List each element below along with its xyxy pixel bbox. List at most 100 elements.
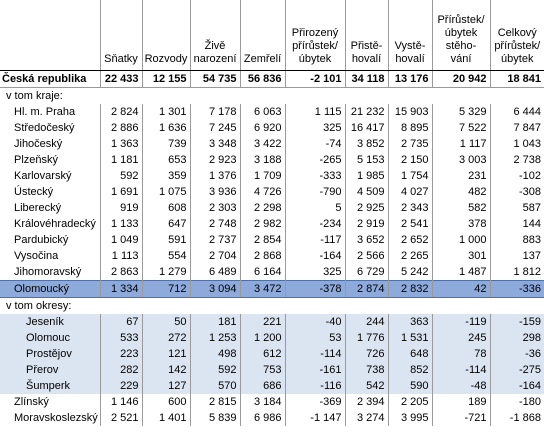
cell: 8 895: [387, 120, 432, 136]
cell: -2 101: [284, 70, 345, 88]
cell: -114: [284, 346, 345, 362]
cell: 6 920: [239, 120, 285, 136]
cell: 231: [431, 168, 490, 184]
cell: 363: [387, 314, 432, 330]
cell: 2 748: [189, 216, 240, 232]
cell: 592: [189, 362, 240, 378]
cell: -1 147: [284, 410, 345, 426]
cell: 1 487: [431, 264, 490, 281]
cell: 5: [284, 200, 345, 216]
cell: 1 146: [99, 394, 142, 410]
row-label: Karlovarský: [14, 170, 72, 182]
cell: 1 279: [141, 264, 190, 281]
row-label: Hl. m. Praha: [14, 106, 76, 118]
cell: 3 995: [387, 410, 432, 426]
cell: -234: [284, 216, 345, 232]
cell: -265: [284, 152, 345, 168]
cell: 189: [431, 394, 490, 410]
cell: 6 489: [189, 264, 240, 281]
column-header: Přírůstek/ úbytek stěho- vání: [431, 0, 490, 71]
cell: 15 903: [387, 104, 432, 120]
cell: 570: [189, 378, 240, 394]
cell: 1 754: [387, 168, 432, 184]
cell: -36: [489, 346, 544, 362]
row-label: Jihomoravský: [14, 266, 82, 278]
row-label: Liberecký: [14, 202, 62, 214]
cell: 2 394: [344, 394, 388, 410]
cell: 3 422: [239, 136, 285, 152]
cell: 498: [189, 346, 240, 362]
table-row: Česká republika 22 433 12 155 54 735 56 836-…: [0, 70, 544, 88]
cell: 282: [99, 362, 142, 378]
cell: 78: [431, 346, 490, 362]
cell: 2 735: [387, 136, 432, 152]
cell: 1 117: [431, 136, 490, 152]
cell: 1 200: [239, 330, 285, 346]
cell: -74: [284, 136, 345, 152]
cell: 42: [431, 280, 490, 298]
cell: 2 704: [189, 248, 240, 264]
cell: 2 298: [239, 200, 285, 216]
cell: 3 936: [189, 184, 240, 200]
cell: 18 841: [489, 70, 544, 88]
table-row: Pardubický 1 049 591 2 737 2 854 -117 3 652 2 6…: [0, 232, 544, 248]
column-header: Celkový přírůstek/ úbytek: [489, 0, 544, 71]
cell: 1 043: [489, 136, 544, 152]
cell: 325: [284, 264, 345, 281]
cell: 726: [344, 346, 388, 362]
table-row: Přerov 282 142 592 753 -161 738 852 -114 -275: [0, 362, 544, 378]
cell: -159: [489, 314, 544, 330]
cell: 753: [239, 362, 285, 378]
table-body: Česká republika 22 433 12 155 54 735 56 836-…: [0, 70, 544, 426]
cell: 2 854: [239, 232, 285, 248]
cell: -164: [489, 378, 544, 394]
table-row: Liberecký 919 608 2 303 2 298 5 2 925 2 343 582 5…: [0, 200, 544, 216]
cell: 12 155: [141, 70, 190, 88]
row-label: Moravskoslezský: [14, 412, 98, 424]
cell: 1 709: [239, 168, 285, 184]
cell: 582: [431, 200, 490, 216]
row-label: Přerov: [0, 362, 100, 378]
cell: 1 691: [99, 184, 142, 200]
row-label: Šumperk: [0, 378, 100, 394]
cell: 1 334: [99, 280, 142, 298]
cell: 1 776: [344, 330, 388, 346]
cell: 6 444: [489, 104, 544, 120]
cell: 378: [431, 216, 490, 232]
cell: 7 522: [431, 120, 490, 136]
cell: 3 274: [344, 410, 388, 426]
table-row: Zlínský 1 146 600 2 815 3 184 -369 2 394 2 205 1…: [0, 394, 544, 410]
cell: 1 133: [99, 216, 142, 232]
cell: 1 376: [189, 168, 240, 184]
row-label: Olomoucký: [0, 280, 100, 298]
table-row: Jihomoravský 2 863 1 279 6 489 6 164 325 6 729…: [0, 264, 544, 281]
table-row: Olomoucký 1 334 712 3 094 3 472 -378 2 874 2 83…: [0, 280, 544, 298]
cell: 1 049: [99, 232, 142, 248]
cell: 2 925: [344, 200, 388, 216]
table-row: Olomouc 533 272 1 253 1 200 53 1 776 1 531 245 29…: [0, 330, 544, 346]
cell: 738: [344, 362, 388, 378]
row-label: Jihočeský: [14, 138, 63, 150]
cell: 5 242: [387, 264, 432, 281]
cell: 2 874: [344, 280, 388, 298]
cell: 3 348: [189, 136, 240, 152]
cell: -48: [431, 378, 490, 394]
cell: 3 852: [344, 136, 388, 152]
table-row: v tom okresy:: [0, 298, 544, 315]
cell: 1 075: [141, 184, 190, 200]
cell: 1 000: [431, 232, 490, 248]
cell: 1 401: [141, 410, 190, 426]
cell: 3 184: [239, 394, 285, 410]
cell: -369: [284, 394, 345, 410]
cell: -308: [489, 184, 544, 200]
column-header: Přirozený přírůstek/ úbytek: [284, 0, 345, 71]
cell: 137: [489, 248, 544, 264]
cell: 5 329: [431, 104, 490, 120]
cell: 2 815: [189, 394, 240, 410]
row-label: Středočeský: [14, 122, 75, 134]
table-row: Moravskoslezský 2 521 1 401 5 839 6 986 -1 14…: [0, 410, 544, 426]
cell: -378: [284, 280, 345, 298]
cell: 56 836: [239, 70, 285, 88]
cell: 6 729: [344, 264, 388, 281]
